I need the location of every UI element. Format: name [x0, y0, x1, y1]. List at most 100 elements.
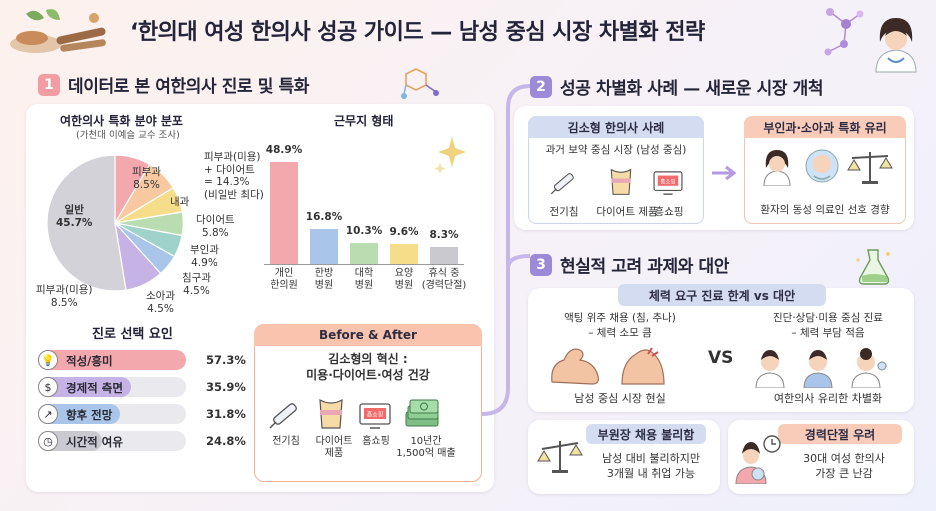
- section3-header: 3 현실적 고려 과제와 대안: [530, 252, 729, 277]
- compare-left-title1: 액팅 위주 채용 (침, 추나): [564, 312, 676, 324]
- factor-value: 57.3%: [206, 353, 246, 367]
- flow-connector: [481, 84, 531, 416]
- factor-label: 시간적 여유: [66, 435, 123, 449]
- factor-bar-fill: [38, 377, 131, 397]
- bar-category-labels: 개인 한의원 한방 병원 대학 병원 요양 병원 휴식 중 (경력단절): [264, 266, 466, 296]
- balance-scale-icon: [847, 152, 893, 184]
- factor-label: 적성/흥미: [66, 354, 113, 368]
- growth-chart-icon: ↗: [38, 404, 58, 424]
- bar-category-label: 휴식 중 (경력단절): [421, 268, 467, 291]
- electro-acupuncture-icon: [269, 403, 297, 429]
- bar-4: [390, 244, 418, 264]
- diet-product-icon: [610, 168, 632, 195]
- section1-title: 데이터로 본 여한의사 진로 및 특화: [68, 77, 309, 97]
- bar-value-label: 10.3%: [345, 224, 383, 237]
- herbal-ingredients-icon: [10, 9, 106, 53]
- pie-slice-general: [46, 154, 127, 292]
- bar-5: [430, 246, 458, 264]
- before-after-item-label: 10년간 1,500억 매출: [396, 436, 456, 459]
- bar-1: [270, 162, 298, 264]
- before-after-header: Before & After: [254, 324, 482, 346]
- factor-bar-fill: [38, 404, 121, 424]
- career-header: 경력단절 우려: [778, 424, 902, 444]
- hire-header: 부원장 채용 불리함: [586, 424, 706, 444]
- molecule-icon: [401, 68, 439, 99]
- section2-number: 2: [530, 75, 552, 98]
- compare-left-footer: 남성 중심 시장 현실: [574, 392, 666, 405]
- section1-number: 1: [38, 73, 60, 96]
- compare-right-title1: 진단·상담·미용 중심 진료: [773, 312, 883, 324]
- before-after-item-label: 전기침: [272, 436, 300, 447]
- bar-value-label: 9.6%: [389, 226, 419, 239]
- female-doctor-icon: [763, 150, 791, 186]
- female-doctor-avatar: [875, 18, 917, 73]
- bar-value-label: 48.9%: [265, 144, 303, 157]
- pie-label-skin: 피부과 8.5%: [132, 166, 161, 191]
- arrow-right-icon: [712, 165, 737, 181]
- bar-chart: [264, 160, 464, 264]
- bar-axis: [264, 264, 464, 265]
- section2-title: 성공 차별화 사례 — 새로운 시장 개척: [560, 79, 824, 99]
- hire-text2: 3개월 내 취업 가능: [606, 467, 696, 480]
- molecule-icon: [824, 8, 864, 56]
- pie-subtitle: (가천대 이예슬 교수 조사): [76, 130, 180, 141]
- vs-label: VS: [708, 348, 734, 368]
- tv-shopping-icon: 홈쇼핑: [359, 403, 391, 429]
- before-after-item-label: 다이어트 제품: [315, 436, 353, 459]
- page-title: ‘한의대 여성 한의사 성공 가이드 — 남성 중심 시장 차별화 전략: [130, 20, 705, 45]
- lightbulb-icon: 💡: [38, 350, 58, 370]
- factor-row: ↗ 향후 전망 31.8%: [38, 404, 248, 424]
- factor-value: 35.9%: [206, 380, 246, 394]
- section3-number: 3: [530, 253, 552, 276]
- factor-value: 24.8%: [206, 434, 246, 448]
- factor-row: 💡 적성/흥미 57.3%: [38, 350, 248, 370]
- back-pain-icon: [621, 347, 665, 385]
- bar-value-label: 16.8%: [305, 211, 343, 224]
- advantage-header: 부인과·소아과 특화 유리: [744, 116, 906, 138]
- case-item-label: 흥쇼핑: [654, 206, 684, 218]
- factor-label: 향후 전망: [66, 408, 113, 422]
- pie-note-beauty-diet: 피부과(미용) + 다이어트 = 14.3% (비일반 최다): [204, 151, 264, 201]
- case-item-label: 전기침: [549, 206, 579, 218]
- diet-product-icon: [319, 398, 343, 429]
- pie-title: 여한의사 특화 분야 분포: [60, 114, 183, 128]
- section3-title: 현실적 고려 과제와 대안: [560, 257, 729, 277]
- clock-icon: ◷: [38, 431, 58, 451]
- section2-header: 2 성공 차별화 사례 — 새로운 시장 개척: [530, 74, 823, 99]
- money-stack-icon: [405, 399, 439, 427]
- compare-left-title2: – 체력 소모 큼: [588, 327, 652, 339]
- bar-2: [310, 229, 338, 264]
- bar-3: [350, 242, 378, 264]
- pie-label-diet: 다이어트 5.8%: [196, 214, 235, 239]
- pie-label-beauty: 피부과(미용) 8.5%: [36, 284, 93, 309]
- mother-baby-clock-icon: [735, 435, 781, 484]
- bar-category-label: 요양 병원: [394, 268, 414, 291]
- pie-label-women: 부인과 4.9%: [190, 244, 219, 269]
- section1-header: 1 데이터로 본 여한의사 진로 및 특화: [38, 72, 309, 97]
- baby-icon: [805, 149, 839, 183]
- factor-bar-fill: [38, 350, 186, 370]
- before-after-subtitle1: 김소형의 혁신 :: [328, 352, 408, 366]
- case-header: 김소형 한의사 사례: [528, 116, 704, 138]
- pie-label-internal: 내과: [170, 196, 190, 208]
- factor-row: $ 경제적 측면 35.9%: [38, 377, 248, 397]
- factor-value: 31.8%: [206, 407, 246, 421]
- factors-title: 진로 선택 요인: [92, 327, 173, 342]
- pie-label-acu: 침구과 4.5%: [182, 272, 211, 297]
- money-icon: $: [38, 377, 58, 397]
- bar-category-label: 대학 병원: [354, 268, 374, 291]
- bar-category-label: 한방 병원: [314, 268, 334, 291]
- bar-chart-title: 근무지 형태: [334, 114, 394, 128]
- career-text1: 30대 여성 한의사: [803, 452, 885, 465]
- svg-text:홈쇼핑: 홈쇼핑: [660, 177, 675, 185]
- balance-scale-icon: [537, 441, 583, 473]
- career-text2: 가장 큰 난감: [815, 467, 873, 480]
- pie-label-kids: 소아과 4.5%: [146, 290, 175, 315]
- bar-category-label: 개인 한의원: [270, 268, 298, 291]
- sparkle-icon: [434, 136, 466, 174]
- compare-right-title2: – 체력 부담 적음: [791, 327, 865, 339]
- before-after-subtitle2: 미용·다이어트·여성 건강: [306, 368, 430, 382]
- tv-shopping-icon: 홈쇼핑: [653, 171, 683, 195]
- case-item-label: 다이어트 제품: [596, 206, 658, 218]
- hire-text1: 남성 대비 불리하지만: [601, 452, 701, 465]
